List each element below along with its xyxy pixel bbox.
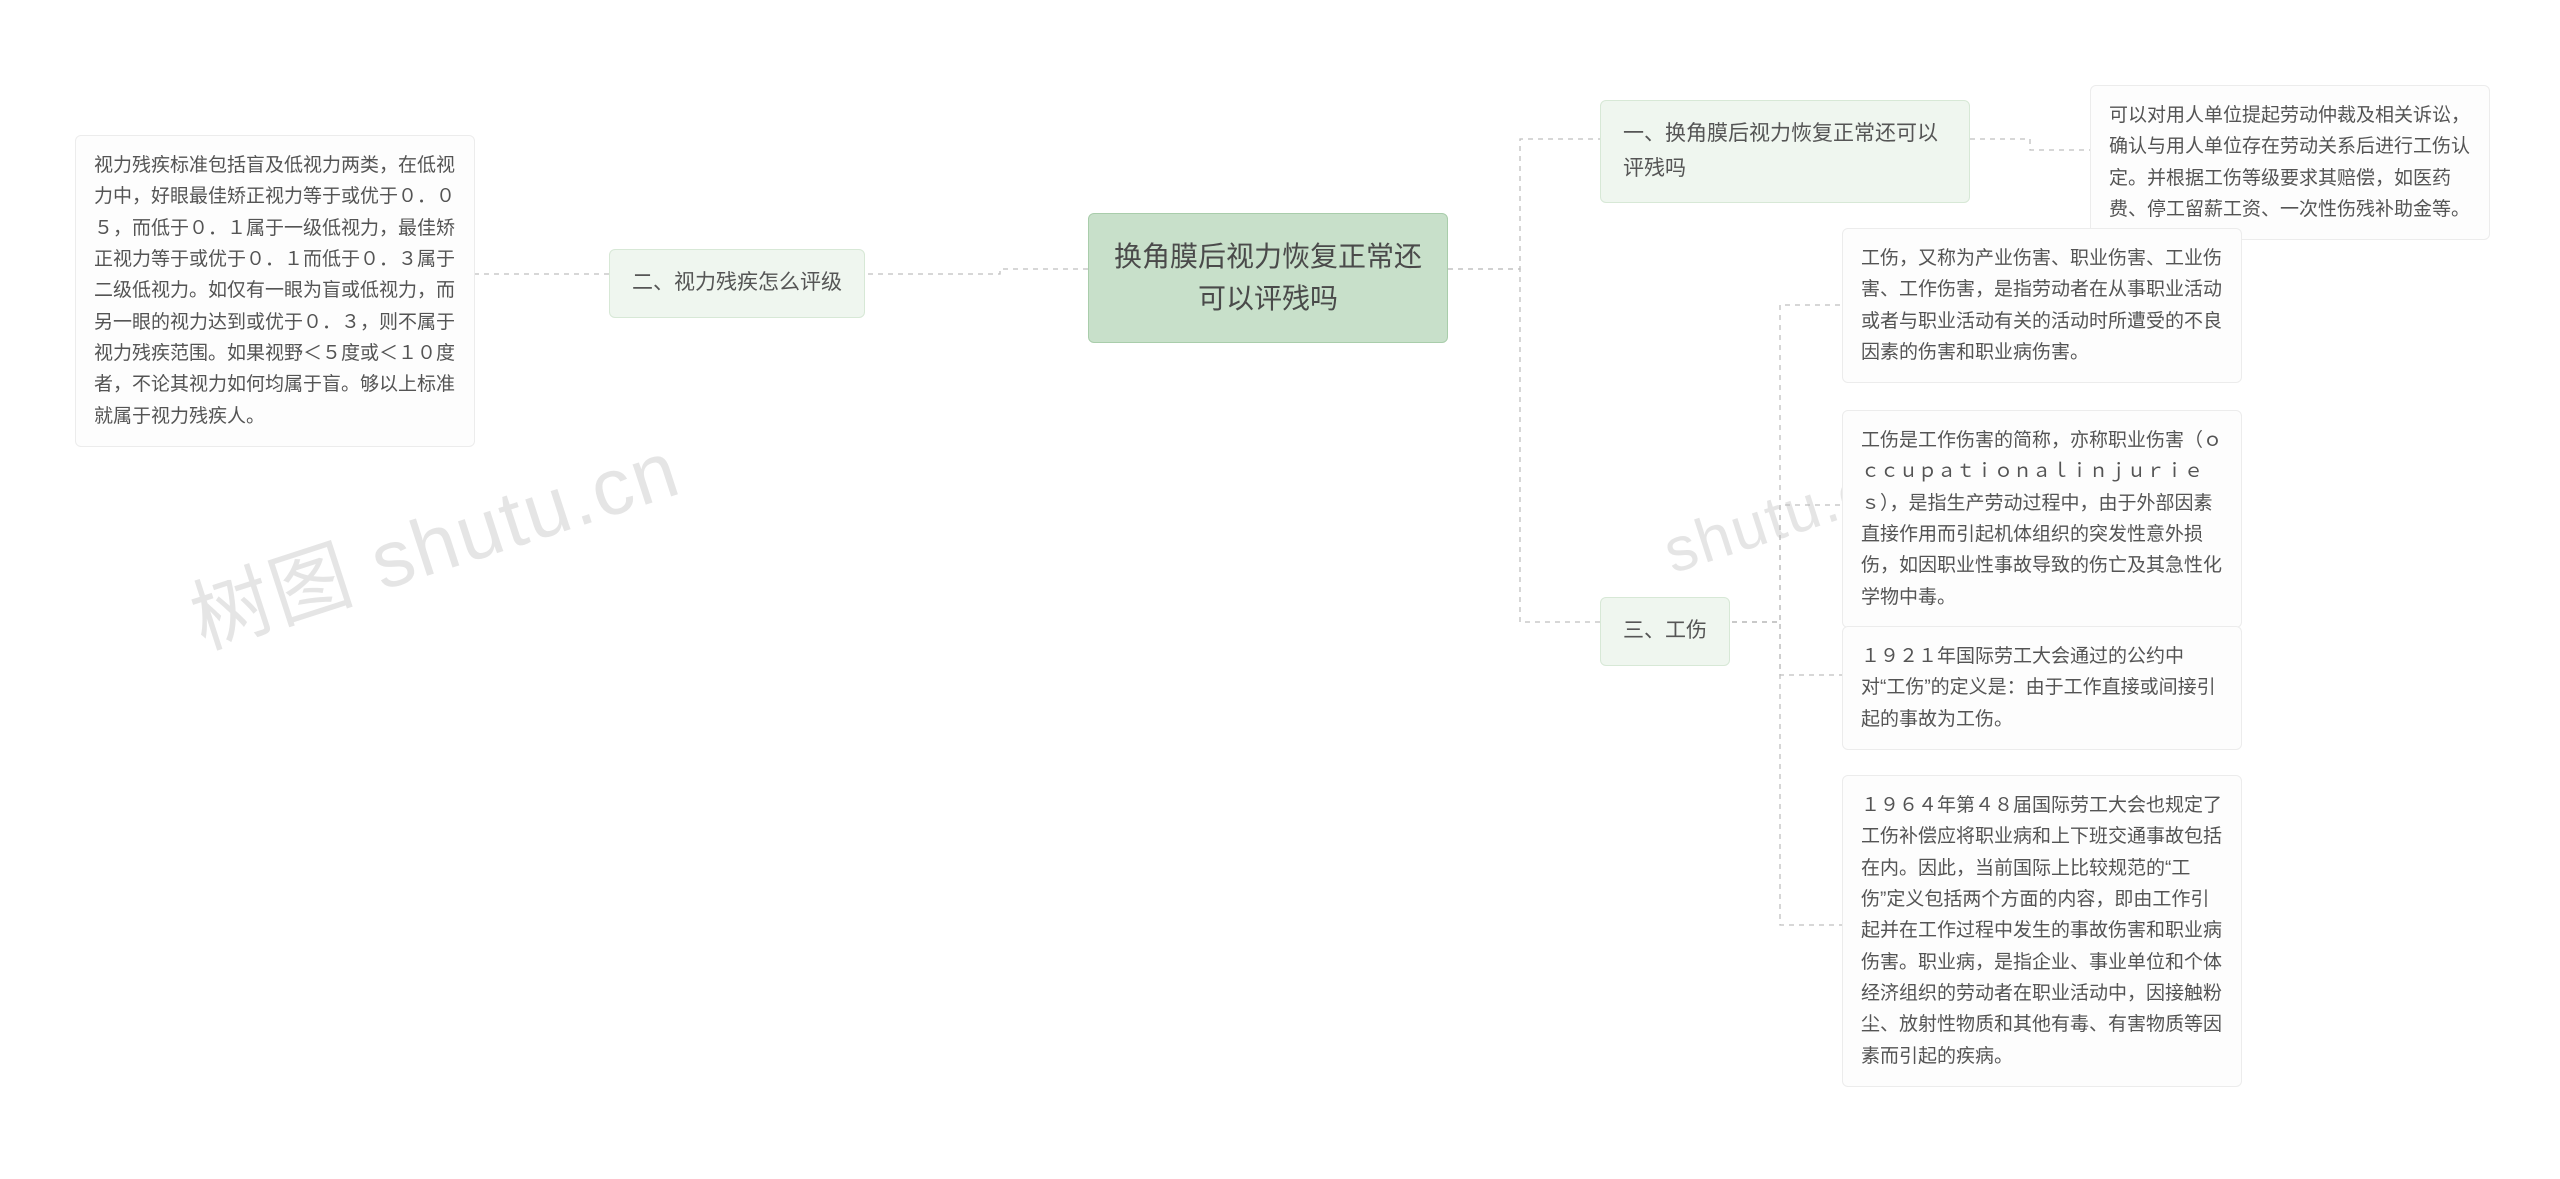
branch-2: 二、视力残疾怎么评级 (609, 249, 865, 318)
leaf-1a: 可以对用人单位提起劳动仲裁及相关诉讼，确认与用人单位存在劳动关系后进行工伤认定。… (2090, 85, 2490, 240)
root-line2: 可以评残吗 (1198, 283, 1338, 314)
root-line1: 换角膜后视力恢复正常还 (1114, 241, 1422, 272)
leaf-2a: 视力残疾标准包括盲及低视力两类，在低视力中，好眼最佳矫正视力等于或优于０．０５，… (75, 135, 475, 447)
leaf-3d: １９６４年第４８届国际劳工大会也规定了工伤补偿应将职业病和上下班交通事故包括在内… (1842, 775, 2242, 1087)
branch-1-line2: 评残吗 (1623, 157, 1686, 180)
leaf-3b: 工伤是工作伤害的简称，亦称职业伤害（ｏｃｃｕｐａｔｉｏｎａｌｉｎｊｕｒｉｅｓ），… (1842, 410, 2242, 628)
root-node: 换角膜后视力恢复正常还 可以评残吗 (1088, 213, 1448, 343)
leaf-3c: １９２１年国际劳工大会通过的公约中对“工伤”的定义是：由于工作直接或间接引起的事… (1842, 626, 2242, 750)
leaf-3a: 工伤，又称为产业伤害、职业伤害、工业伤害、工作伤害，是指劳动者在从事职业活动或者… (1842, 228, 2242, 383)
branch-1-line1: 一、换角膜后视力恢复正常还可以 (1623, 122, 1938, 145)
branch-3: 三、工伤 (1600, 597, 1730, 666)
branch-1: 一、换角膜后视力恢复正常还可以 评残吗 (1600, 100, 1970, 203)
